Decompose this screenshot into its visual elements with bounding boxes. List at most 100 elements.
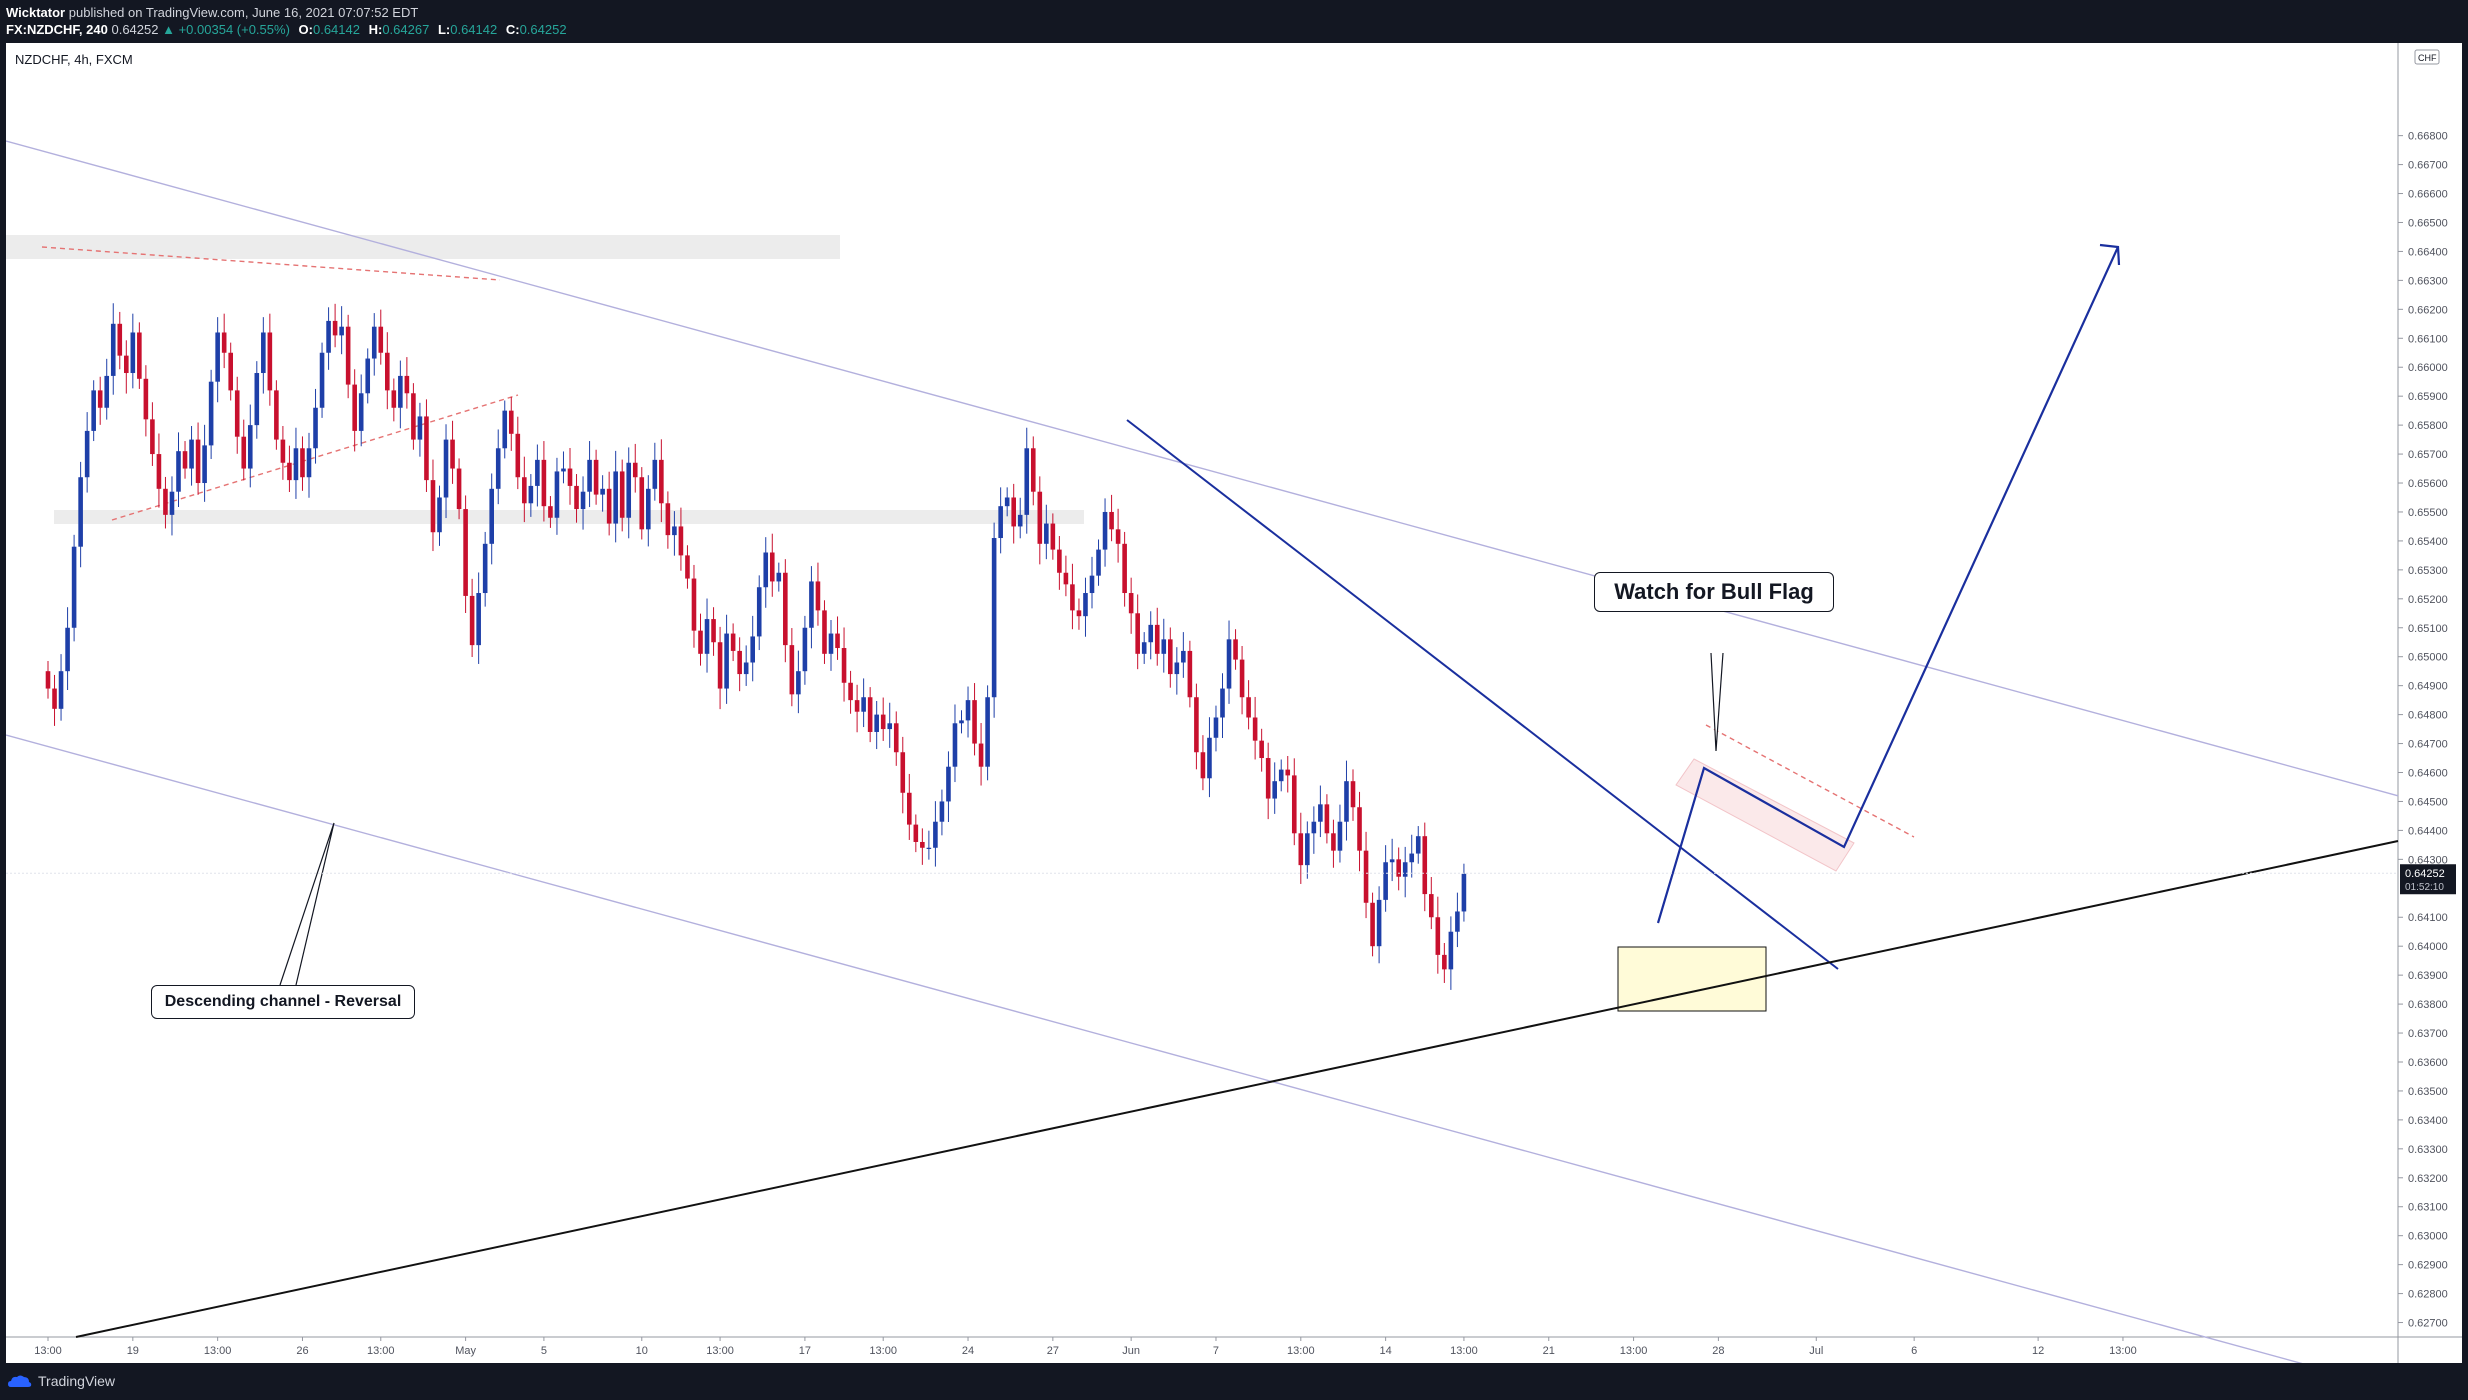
author-name[interactable]: Wicktator [6, 5, 66, 20]
y-axis-tick-label: 0.66700 [2408, 160, 2448, 172]
open-value: 0.64142 [312, 22, 360, 37]
candle-body [319, 352, 325, 408]
y-axis-tick-label: 0.63800 [2408, 999, 2448, 1011]
low-value: 0.64142 [450, 22, 498, 37]
candle-body [1168, 639, 1173, 675]
chart-panel[interactable]: 0.62700 0.62800 0.62900 0.63000 0.63100 0.632… [6, 43, 2462, 1363]
x-axis-tick-label: 14 [1380, 1345, 1392, 1357]
y-axis-tick-label: 0.66200 [2408, 304, 2448, 316]
candle-body [234, 390, 240, 437]
x-axis-tick-label: 13:00 [34, 1345, 62, 1357]
x-axis-tick-label: 24 [962, 1345, 974, 1357]
candle-body [352, 384, 357, 431]
candle-body [130, 332, 136, 374]
x-axis-tick-label: 13:00 [204, 1345, 232, 1357]
candle-body [1004, 497, 1010, 507]
candle-body [985, 697, 990, 767]
candle-body [567, 468, 573, 486]
candle-body [1030, 448, 1036, 492]
y-axis-tick-label: 0.64400 [2408, 825, 2448, 837]
candle-body [1272, 781, 1277, 799]
channel-upper-line [6, 140, 2399, 797]
candle-body [580, 491, 586, 510]
candle-body [91, 390, 96, 431]
candle-body [606, 488, 612, 524]
tradingview-logo[interactable]: TradingView [8, 1373, 115, 1389]
candle-body [848, 682, 853, 701]
candle-body [1122, 543, 1127, 594]
candle-body [1324, 804, 1330, 834]
candle-body [176, 451, 181, 492]
candle-body [208, 381, 214, 446]
x-axis-tick-label: 21 [1543, 1345, 1555, 1357]
y-axis-tick-label: 0.64800 [2408, 710, 2448, 722]
candle-body [1246, 697, 1251, 718]
candle-body [1435, 917, 1441, 955]
triangle-top-dashed [41, 246, 501, 281]
candle-body [698, 630, 703, 654]
candle-body [1050, 523, 1056, 550]
x-axis-tick-label: 27 [1047, 1345, 1059, 1357]
y-axis-tick-label: 0.63700 [2408, 1028, 2448, 1040]
candle-body [385, 352, 390, 391]
bull-flag-zone [1675, 758, 1855, 872]
ascending-support-line [75, 840, 2399, 1338]
candle-body [724, 633, 729, 689]
y-axis-tick-label: 0.65000 [2408, 652, 2448, 664]
candle-body [959, 720, 964, 724]
candle-body [313, 407, 318, 449]
candle-body [247, 425, 253, 469]
candle-body [783, 572, 788, 646]
candle-body [1363, 850, 1369, 903]
bull-flag-callout: Watch for Bull Flag [1594, 572, 1834, 612]
candle-body [1181, 650, 1186, 663]
candle-body [306, 448, 312, 478]
y-axis-tick-label: 0.65200 [2408, 594, 2448, 606]
candle-body [972, 700, 977, 744]
candle-body [541, 459, 547, 507]
x-axis-tick-label: 13:00 [706, 1345, 734, 1357]
y-axis-tick-label: 0.64500 [2408, 796, 2448, 808]
candle-body [776, 572, 782, 582]
candle-body [1298, 833, 1304, 866]
candle-body [1141, 642, 1147, 654]
y-axis-tick-label: 0.64600 [2408, 768, 2448, 780]
high-value: 0.64267 [382, 22, 430, 37]
x-axis-tick-label: Jun [1122, 1345, 1140, 1357]
candle-body [880, 714, 886, 730]
candle-body [1278, 769, 1284, 782]
channel-callout: Descending channel - Reversal [151, 985, 415, 1019]
y-axis-tick-label: 0.66400 [2408, 246, 2448, 258]
candle-body [1344, 781, 1349, 822]
publish-header: Wicktator published on TradingView.com, … [0, 0, 2468, 43]
candle-body [743, 662, 749, 675]
projection-arrowhead [2099, 243, 2121, 266]
y-axis-tick-label: 0.62800 [2408, 1289, 2448, 1301]
candle-body [1376, 899, 1382, 947]
candle-body [202, 445, 207, 484]
candle-body [802, 627, 808, 672]
candle-body [450, 439, 455, 469]
candle-body [1063, 572, 1069, 585]
candle-body [1135, 613, 1140, 654]
candle-body [254, 373, 260, 426]
candle-body [1311, 821, 1317, 834]
bull-flag-pointer [1710, 652, 1724, 752]
target-zone [1617, 946, 1767, 1012]
candle-body [300, 448, 305, 478]
candle-body [169, 491, 175, 515]
candle-body [1252, 717, 1258, 741]
price-chart[interactable]: 0.62700 0.62800 0.62900 0.63000 0.63100 0.632… [6, 43, 2462, 1363]
y-axis-tick-label: 0.64000 [2408, 941, 2448, 953]
candle-body [1024, 448, 1030, 515]
candle-body [717, 642, 723, 689]
candle-body [1128, 593, 1134, 614]
candle-body [339, 326, 344, 336]
candle-body [489, 488, 494, 544]
y-axis-tick-label: 0.62700 [2408, 1318, 2448, 1330]
candle-body [600, 488, 605, 495]
candle-body [71, 546, 77, 628]
candle-body [1096, 549, 1101, 576]
candle-body [646, 488, 651, 530]
candle-body [456, 468, 462, 510]
